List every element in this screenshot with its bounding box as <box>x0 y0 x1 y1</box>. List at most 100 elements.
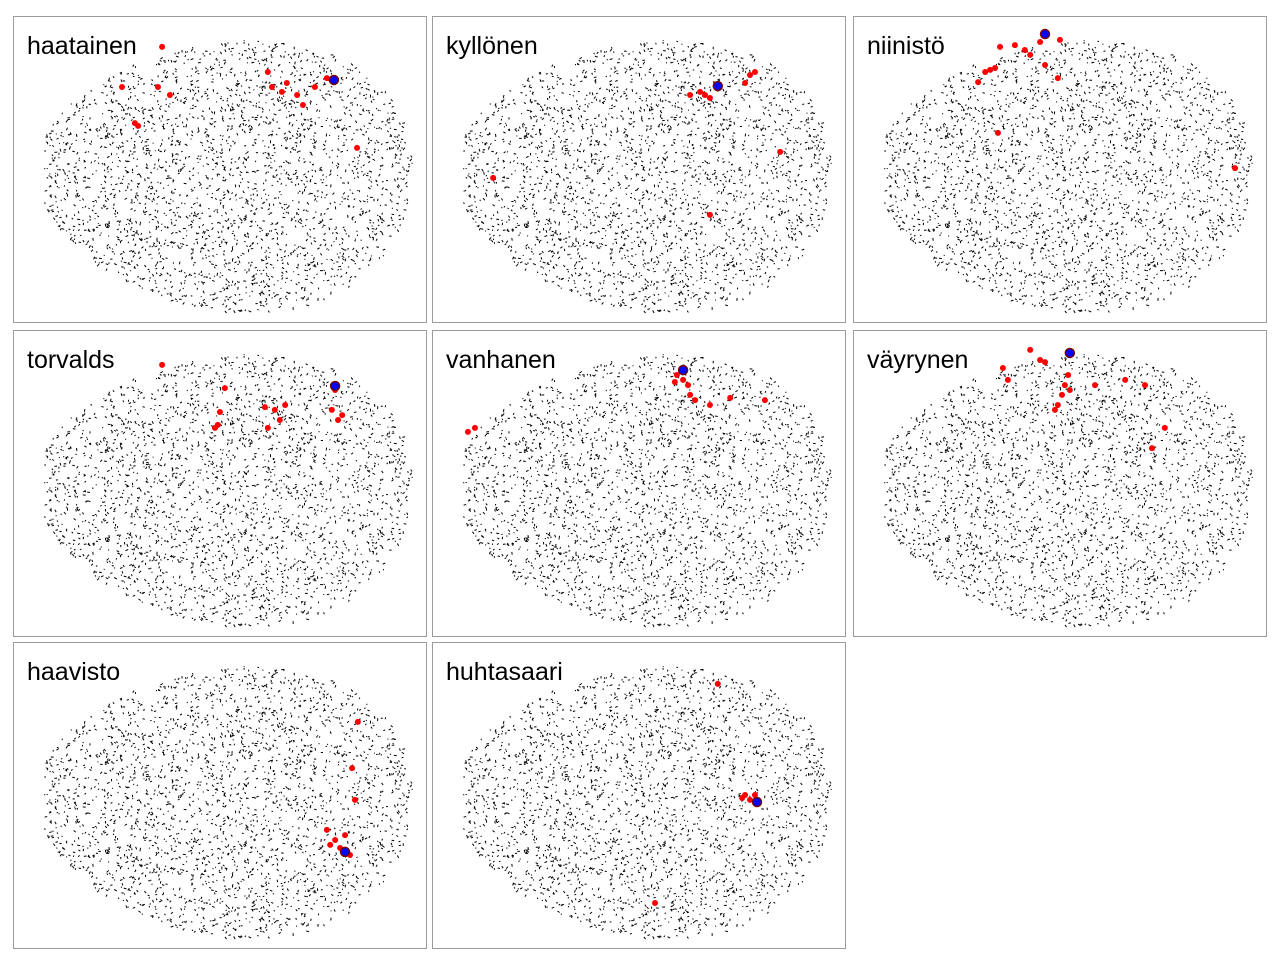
neighbor-point <box>1161 424 1168 431</box>
neighbor-point <box>706 95 713 102</box>
panel-frame <box>13 642 427 949</box>
panel: väyrynen <box>853 330 1267 637</box>
neighbor-point <box>299 102 306 109</box>
panel: niinistö <box>853 16 1267 323</box>
neighbor-point <box>673 371 680 378</box>
neighbor-point <box>264 424 271 431</box>
neighbor-point <box>1141 382 1148 389</box>
neighbor-point <box>687 91 694 98</box>
neighbor-point <box>1061 382 1068 389</box>
neighbor-point <box>1092 382 1099 389</box>
neighbor-point <box>342 832 349 839</box>
neighbor-point <box>332 836 339 843</box>
neighbor-point <box>1027 346 1034 353</box>
neighbor-point <box>1051 406 1058 413</box>
neighbor-point <box>351 796 358 803</box>
neighbor-point <box>211 424 218 431</box>
panel-frame <box>13 16 427 323</box>
neighbor-point <box>278 88 285 95</box>
neighbor-point <box>1004 376 1011 383</box>
neighbor-point <box>282 401 289 408</box>
neighbor-point <box>261 404 268 411</box>
neighbor-point <box>680 376 687 383</box>
neighbor-point <box>311 83 318 90</box>
target-point <box>712 80 724 92</box>
neighbor-point <box>1011 42 1018 49</box>
neighbor-point <box>751 792 758 798</box>
neighbor-point <box>1027 51 1034 58</box>
neighbor-point <box>354 718 361 725</box>
neighbor-point <box>159 43 166 50</box>
panel: haatainen <box>13 16 427 323</box>
neighbor-point <box>999 364 1006 371</box>
neighbor-point <box>349 765 356 772</box>
neighbor-point <box>339 412 346 419</box>
neighbor-point <box>1056 36 1063 43</box>
neighbor-point <box>982 68 989 75</box>
neighbor-point <box>159 361 166 368</box>
neighbor-point <box>323 826 330 833</box>
neighbor-point <box>992 65 999 72</box>
neighbor-point <box>692 397 699 404</box>
neighbor-point <box>1042 61 1049 68</box>
neighbor-point <box>687 391 694 398</box>
panel-title: väyrynen <box>867 346 968 374</box>
neighbor-point <box>221 385 228 392</box>
target-point <box>677 364 689 376</box>
neighbor-point <box>697 88 704 95</box>
neighbor-point <box>975 79 982 86</box>
neighbor-point <box>706 211 713 218</box>
neighbor-point <box>166 91 173 98</box>
target-point <box>329 380 341 392</box>
neighbor-point <box>747 72 754 79</box>
neighbor-point <box>1037 39 1044 46</box>
neighbor-point <box>652 900 659 907</box>
neighbor-point <box>987 66 994 73</box>
panel-frame <box>432 642 846 949</box>
panel-title: huhtasaari <box>446 658 563 686</box>
neighbor-point <box>268 83 275 90</box>
neighbor-point <box>1054 401 1061 408</box>
neighbor-point <box>354 144 361 151</box>
neighbor-point <box>714 680 721 687</box>
target-point <box>751 796 763 808</box>
neighbor-point <box>761 397 768 404</box>
panel-title: haavisto <box>27 658 120 686</box>
neighbor-point <box>701 91 708 98</box>
neighbor-point <box>994 129 1001 136</box>
panel-frame <box>432 16 846 323</box>
panel-title: haatainen <box>27 32 137 60</box>
panel-frame <box>13 330 427 637</box>
neighbor-point <box>135 122 142 129</box>
panel: huhtasaari <box>432 642 846 949</box>
neighbor-point <box>154 83 161 90</box>
target-point <box>1039 28 1051 40</box>
neighbor-point <box>464 428 471 435</box>
panel: haavisto <box>13 642 427 949</box>
neighbor-point <box>1066 386 1073 393</box>
neighbor-point <box>1021 46 1028 53</box>
neighbor-point <box>1058 391 1065 398</box>
neighbor-point <box>742 80 749 87</box>
neighbor-point <box>706 401 713 408</box>
neighbor-point <box>1037 356 1044 363</box>
neighbor-point <box>1232 165 1239 172</box>
panel-title: torvalds <box>27 346 115 374</box>
neighbor-point <box>264 68 271 75</box>
neighbor-point <box>671 379 678 386</box>
neighbor-point <box>1054 75 1061 82</box>
panel-title: niinistö <box>867 32 945 60</box>
panel-frame <box>853 330 1267 637</box>
neighbor-point <box>727 394 734 401</box>
neighbor-point <box>1065 371 1072 378</box>
panel: vanhanen <box>432 330 846 637</box>
panel-frame <box>853 16 1267 323</box>
panel-frame <box>432 330 846 637</box>
panel-title: vanhanen <box>446 346 556 374</box>
neighbor-point <box>328 406 335 413</box>
panel: kyllönen <box>432 16 846 323</box>
neighbor-point <box>747 796 754 803</box>
neighbor-point <box>777 148 784 155</box>
